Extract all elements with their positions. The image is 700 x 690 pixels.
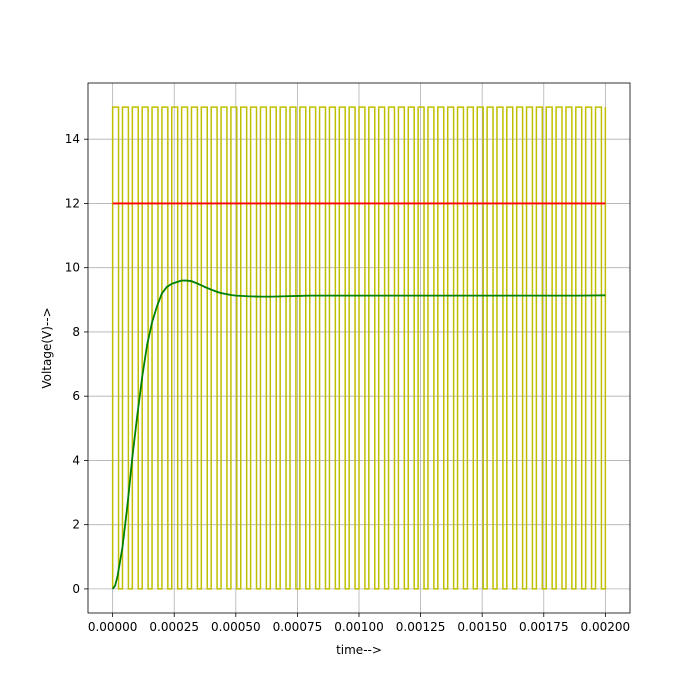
pwm-series-line (111, 106, 607, 590)
x-tick-label: 0.00150 (457, 620, 507, 634)
y-tick-label: 10 (65, 261, 80, 275)
y-axis-label: Voltage(V)--> (40, 307, 54, 388)
y-tick-label: 4 (72, 453, 80, 467)
x-tick-label: 0.00025 (149, 620, 199, 634)
x-tick-label: 0.00000 (88, 620, 138, 634)
y-tick-label: 8 (72, 325, 80, 339)
response-series-line (111, 279, 606, 590)
y-tick-label: 2 (72, 518, 80, 532)
x-tick-label: 0.00175 (519, 620, 569, 634)
x-tick-label: 0.00075 (273, 620, 323, 634)
x-tick-label: 0.00125 (396, 620, 446, 634)
x-tick-label: 0.00100 (334, 620, 384, 634)
x-axis-label: time--> (336, 643, 382, 657)
y-tick-label: 14 (65, 132, 80, 146)
x-tick-label: 0.00200 (581, 620, 631, 634)
y-tick-label: 12 (65, 196, 80, 210)
series-group (111, 106, 607, 590)
y-tick-label: 6 (72, 389, 80, 403)
x-tick-label: 0.00050 (211, 620, 261, 634)
y-tick-label: 0 (72, 582, 80, 596)
ticks: 0.00000 0.00025 0.00050 0.00075 0.00100 0.001… (65, 132, 630, 634)
